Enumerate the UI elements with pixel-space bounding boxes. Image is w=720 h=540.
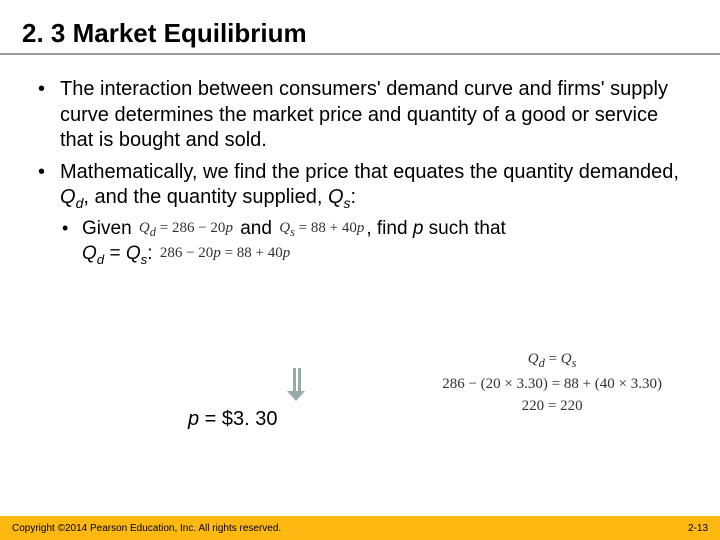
slide: 2. 3 Market Equilibrium The interaction … xyxy=(0,0,720,540)
line2-eq: = xyxy=(104,243,126,264)
footer-bar: Copyright ©2014 Pearson Education, Inc. … xyxy=(0,516,720,540)
given-post: such that xyxy=(423,218,505,239)
given-p: p xyxy=(413,218,424,239)
line2-qs: Q xyxy=(126,243,141,264)
qd-symbol: Q xyxy=(60,186,76,208)
bullet-2-post: : xyxy=(351,186,357,208)
given-and: and xyxy=(240,218,277,239)
line2-qd: Q xyxy=(82,243,97,264)
qs-subscript: s xyxy=(344,195,351,211)
result-price: p = $3. 30 xyxy=(188,408,278,431)
verify-line-2: 286 − (20 × 3.30) = 88 + (40 × 3.30) xyxy=(442,373,662,396)
bullet-1: The interaction between consumers' deman… xyxy=(36,77,684,154)
bullet-2-mid: , and the quantity supplied, xyxy=(83,186,328,208)
given-mid: , find xyxy=(366,218,412,239)
eq-qs: Qs = 88 + 40p xyxy=(279,219,364,240)
verify-line-3: 220 = 220 xyxy=(442,395,662,418)
eq-solve: 286 − 20p = 88 + 40p xyxy=(160,244,290,263)
slide-title: 2. 3 Market Equilibrium xyxy=(0,0,720,53)
qs-symbol: Q xyxy=(328,186,344,208)
page-number: 2-13 xyxy=(688,523,708,534)
line2-colon: : xyxy=(147,243,158,264)
down-arrow-icon xyxy=(287,368,305,402)
sub-bullet-given: Given Qd = 286 − 20p and Qs = 88 + 40p, … xyxy=(60,217,684,267)
eq-qd: Qd = 286 − 20p xyxy=(139,219,233,240)
content-area: The interaction between consumers' deman… xyxy=(0,55,720,540)
result-eq: = $3. 30 xyxy=(199,408,277,430)
verify-line-1: Qd = Qs xyxy=(442,348,662,373)
result-p: p xyxy=(188,408,199,430)
bullet-2-pre: Mathematically, we find the price that e… xyxy=(60,161,679,183)
copyright-text: Copyright ©2014 Pearson Education, Inc. … xyxy=(12,523,281,534)
bullet-2: Mathematically, we find the price that e… xyxy=(36,160,684,268)
verification-equations: Qd = Qs 286 − (20 × 3.30) = 88 + (40 × 3… xyxy=(442,348,662,418)
given-pre: Given xyxy=(82,218,137,239)
